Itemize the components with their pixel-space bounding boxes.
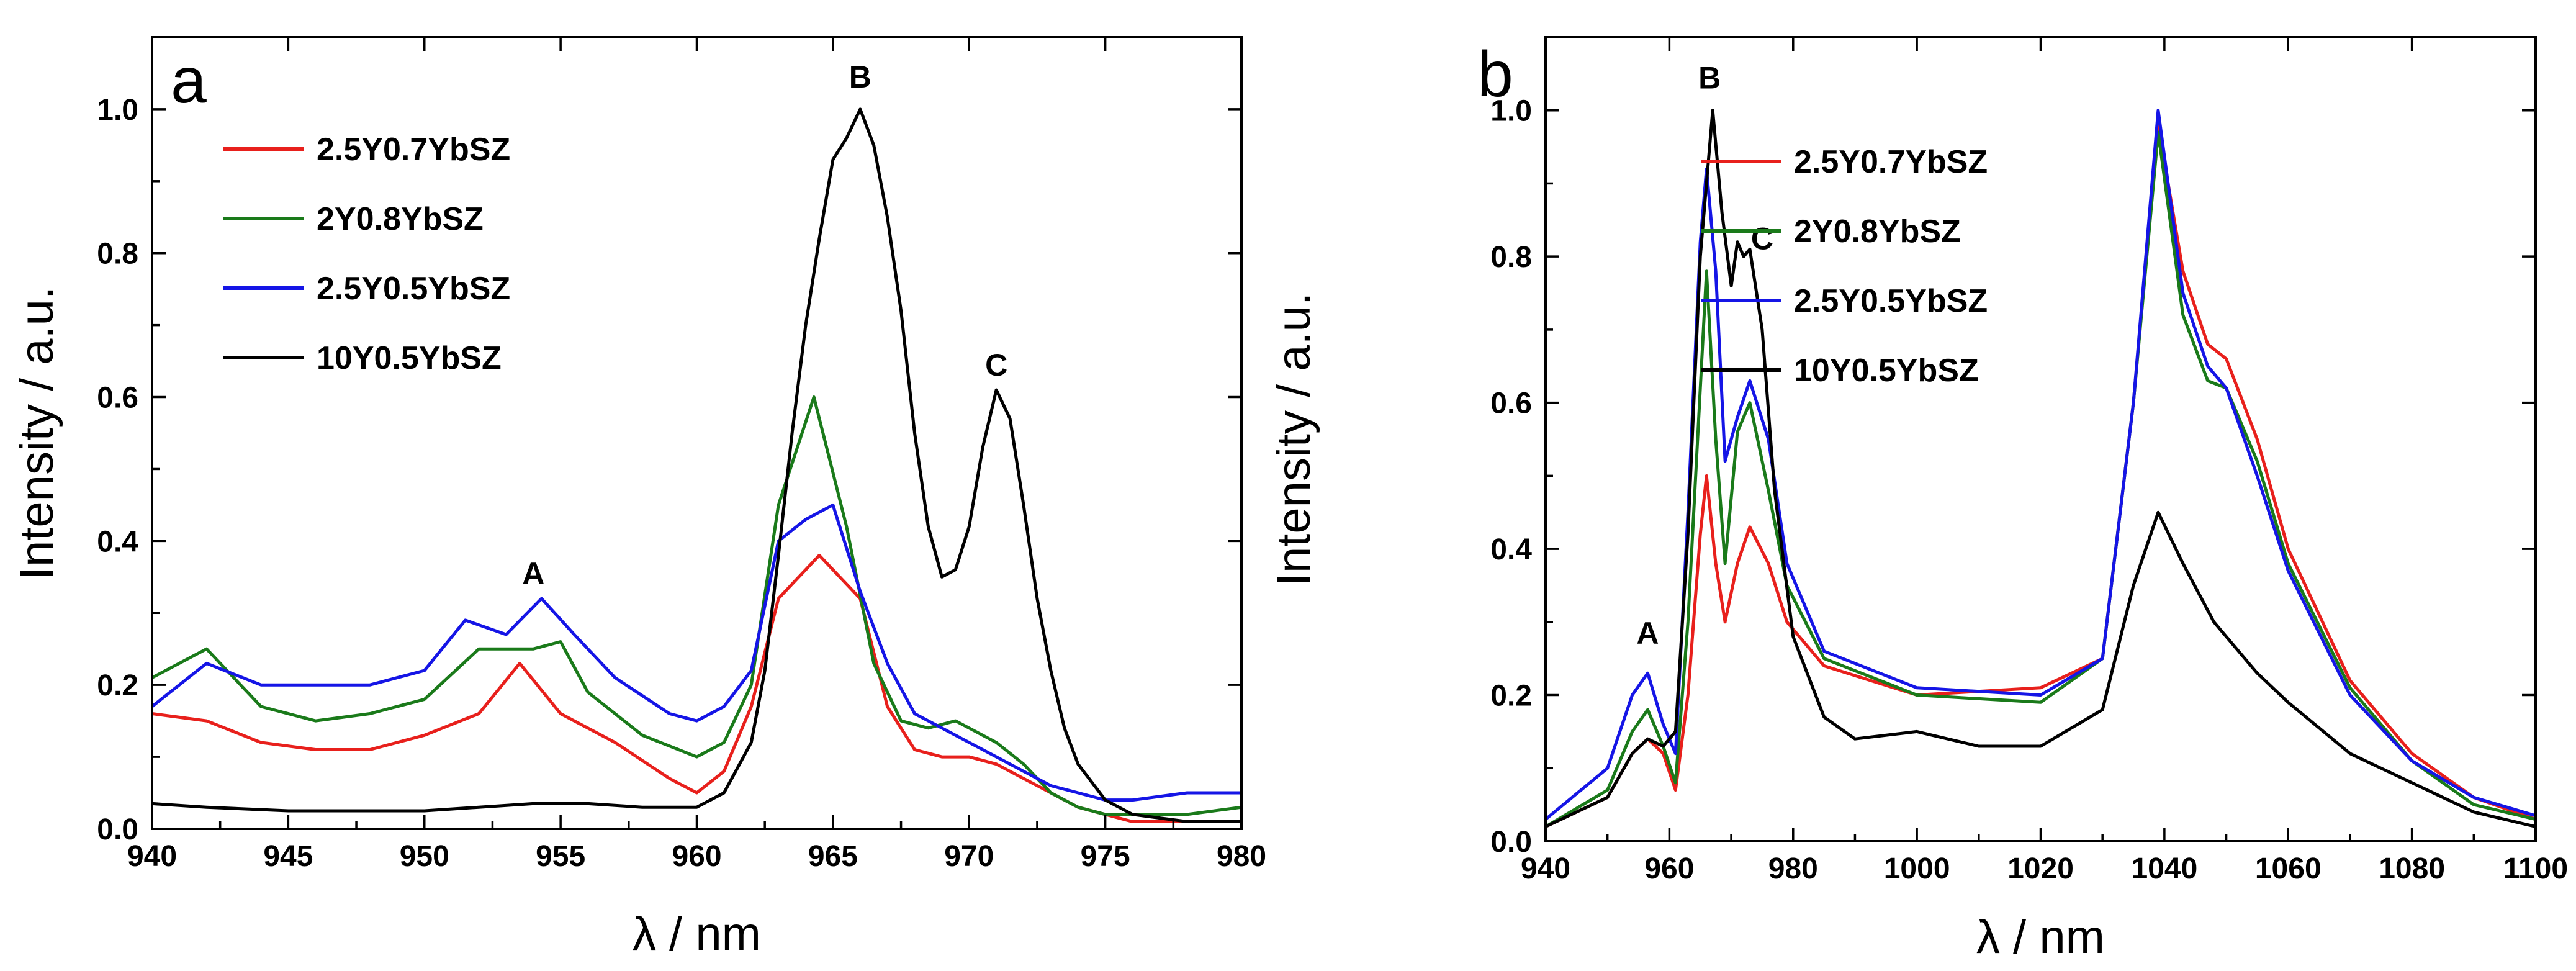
y-tick-label: 0.0: [1490, 826, 1532, 859]
y-tick-label: 0.2: [1490, 680, 1532, 713]
y-axis-label: Intensity / a.u.: [11, 286, 63, 580]
peak-label: A: [1636, 616, 1659, 651]
legend-entry: 2.5Y0.5YbSZ: [317, 271, 510, 307]
x-tick-label: 1080: [2379, 852, 2445, 885]
panel-letter: b: [1477, 38, 1513, 111]
legend: 2.5Y0.7YbSZ 2Y0.8YbSZ 2.5Y0.5YbSZ 10Y0.5YbS…: [1701, 144, 1988, 389]
y-axis-label: Intensity / a.u.: [1268, 292, 1320, 586]
x-tick-label: 940: [127, 840, 177, 873]
x-tick-label: 975: [1081, 840, 1130, 873]
y-tick-label: 0.8: [97, 238, 138, 271]
y-tick-label: 0.8: [1490, 241, 1532, 274]
peak-label: C: [1751, 221, 1773, 256]
plot-frame: [151, 36, 1243, 830]
series-line-0: [1546, 123, 2536, 828]
x-tick-label: 970: [944, 840, 994, 873]
x-tick-label: 1100: [2503, 852, 2568, 885]
legend-entry: 10Y0.5YbSZ: [317, 340, 502, 376]
series-line-3: [152, 107, 1241, 823]
y-tick-label: 0.4: [97, 525, 138, 558]
y-tick-label: 1.0: [1490, 95, 1532, 128]
panel-b: 940 960 980 1000 1020 1040 1060 1080 1100 0.0 0.2 0…: [1268, 36, 2568, 964]
series-line-1: [152, 395, 1241, 816]
legend-entry: 10Y0.5YbSZ: [1794, 353, 1979, 389]
x-tick-label: 945: [263, 840, 313, 873]
panel-a: 940 945 950 955 960 965 970 975 980 0.0 0.2 0.4 0.6 0…: [11, 36, 1266, 960]
x-tick-label: 960: [1644, 852, 1694, 885]
x-tick-label: 950: [400, 840, 449, 873]
legend: 2.5Y0.7YbSZ 2Y0.8YbSZ 2.5Y0.5YbSZ 10Y0.5YbS…: [223, 132, 510, 376]
series-line-2: [1546, 109, 2536, 821]
peak-label: A: [522, 556, 544, 591]
peak-label: C: [985, 348, 1007, 382]
plot-frame: [1544, 36, 2537, 842]
x-tick-label: 1040: [2131, 852, 2197, 885]
legend-entry: 2.5Y0.7YbSZ: [317, 132, 510, 168]
y-tick-label: 0.4: [1490, 533, 1532, 566]
legend-entry: 2.5Y0.7YbSZ: [1794, 144, 1988, 180]
x-tick-label: 1000: [1884, 852, 1950, 885]
y-tick-label: 0.2: [97, 669, 138, 702]
peak-label: B: [1698, 60, 1721, 95]
legend-entry: 2Y0.8YbSZ: [317, 201, 484, 237]
y-tick-label: 0.6: [97, 382, 138, 415]
y-tick-label: 1.0: [97, 94, 138, 127]
peak-label: B: [849, 60, 871, 94]
legend-entry: 2Y0.8YbSZ: [1794, 214, 1961, 250]
series-group: [152, 107, 1241, 823]
legend-entry: 2.5Y0.5YbSZ: [1794, 283, 1988, 319]
y-tick-label: 0.0: [97, 813, 138, 846]
series-line-0: [152, 554, 1241, 823]
x-tick-label: 955: [536, 840, 585, 873]
x-tick-label: 980: [1217, 840, 1266, 873]
y-tick-label: 0.6: [1490, 387, 1532, 420]
x-tick-label: 940: [1521, 852, 1570, 885]
x-axis-label: λ / nm: [633, 908, 761, 960]
x-axis-label: λ / nm: [1976, 911, 2105, 964]
x-tick-label: 1020: [2007, 852, 2074, 885]
panel-letter: a: [171, 45, 207, 117]
x-tick-label: 1060: [2255, 852, 2322, 885]
x-tick-label: 965: [808, 840, 858, 873]
series-group: [1546, 109, 2536, 828]
series-line-2: [152, 503, 1241, 802]
x-tick-label: 980: [1768, 852, 1818, 885]
series-line-3: [1546, 109, 2536, 828]
x-tick-label: 960: [672, 840, 721, 873]
series-line-1: [1546, 130, 2536, 828]
